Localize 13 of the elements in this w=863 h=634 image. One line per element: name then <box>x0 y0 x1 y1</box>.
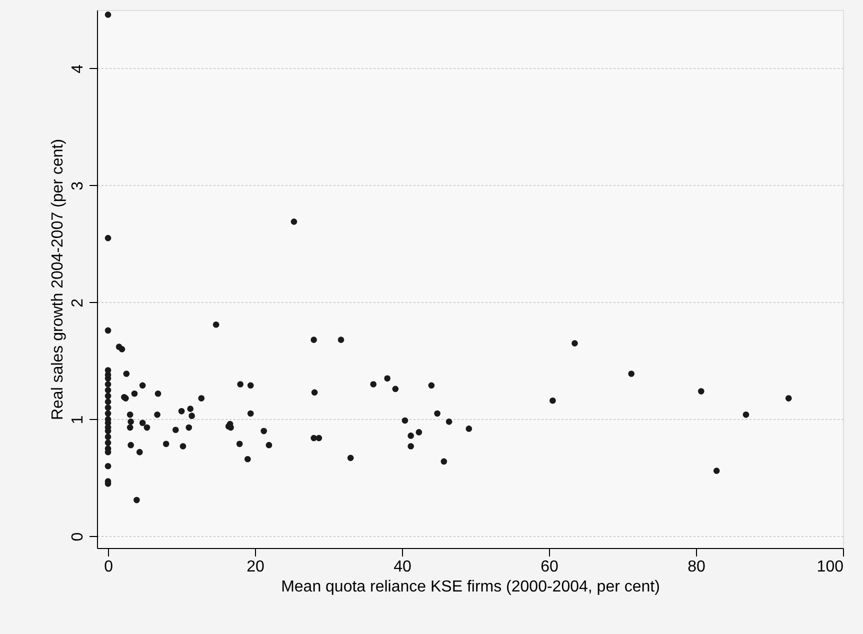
y-tick-label: 1 <box>70 415 86 424</box>
y-axis-title: Real sales growth 2004-2007 (per cent) <box>50 138 66 420</box>
y-tick-label: 4 <box>70 64 86 74</box>
y-tick-label: 3 <box>70 181 86 190</box>
x-tick-label: 0 <box>104 558 114 576</box>
y-tick-label: 0 <box>70 532 86 542</box>
x-tick-label: 100 <box>816 558 844 576</box>
x-tick-label: 20 <box>246 558 265 576</box>
x-tick-label: 80 <box>688 558 706 576</box>
x-tick-label: 40 <box>394 558 412 576</box>
x-axis-title: Mean quota reliance KSE firms (2000-2004, per cent) <box>281 578 660 596</box>
x-tick-label: 60 <box>540 558 559 576</box>
y-tick-label: 2 <box>70 298 86 308</box>
